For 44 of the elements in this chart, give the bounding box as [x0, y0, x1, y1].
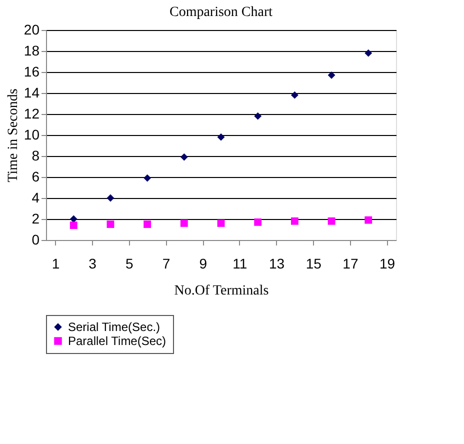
y-tick-label: 16	[24, 64, 40, 80]
point	[290, 217, 298, 225]
point	[106, 220, 114, 228]
x-tick-label: 11	[232, 256, 248, 272]
x-axis-title: No.Of Terminals	[174, 284, 269, 298]
point	[144, 174, 152, 182]
point	[70, 215, 78, 223]
y-tick-label: 2	[32, 210, 40, 226]
point	[254, 218, 262, 226]
x-tick-label: 19	[380, 256, 396, 272]
y-axis-title: Time in Seconds	[6, 88, 21, 182]
y-tick-label: 20	[24, 22, 40, 38]
point	[217, 133, 225, 141]
point	[70, 222, 78, 230]
point	[364, 216, 372, 224]
point	[364, 49, 372, 57]
y-tick-label: 14	[24, 84, 40, 100]
x-tick-label: 9	[199, 256, 208, 272]
point	[254, 112, 262, 120]
y-tick-label: 4	[32, 190, 40, 206]
x-tick-label: 7	[162, 256, 170, 272]
point	[290, 91, 298, 99]
legend-label: Parallel Time(Sec)	[68, 334, 166, 348]
x-tick-label: 15	[306, 256, 322, 272]
chart-title: Comparison Chart	[169, 5, 273, 20]
y-tick-label: 0	[32, 232, 40, 248]
x-tick-label: 3	[88, 256, 97, 272]
x-tick-label: 5	[125, 256, 134, 272]
x-tick-label: 13	[268, 256, 285, 272]
x-tick-label: 17	[342, 256, 358, 272]
point	[328, 217, 336, 225]
y-tick-label: 8	[32, 148, 40, 164]
y-tick-label: 6	[32, 168, 40, 184]
x-tick-label: 1	[52, 256, 60, 272]
point	[328, 71, 336, 79]
point	[106, 194, 114, 202]
y-tick-label: 12	[24, 106, 40, 122]
point	[217, 219, 225, 227]
y-tick-label: 10	[24, 126, 40, 142]
point	[180, 219, 188, 227]
point	[144, 220, 152, 228]
point	[180, 153, 188, 161]
y-tick-label: 18	[24, 42, 40, 58]
legend-label: Serial Time(Sec.)	[68, 320, 160, 334]
